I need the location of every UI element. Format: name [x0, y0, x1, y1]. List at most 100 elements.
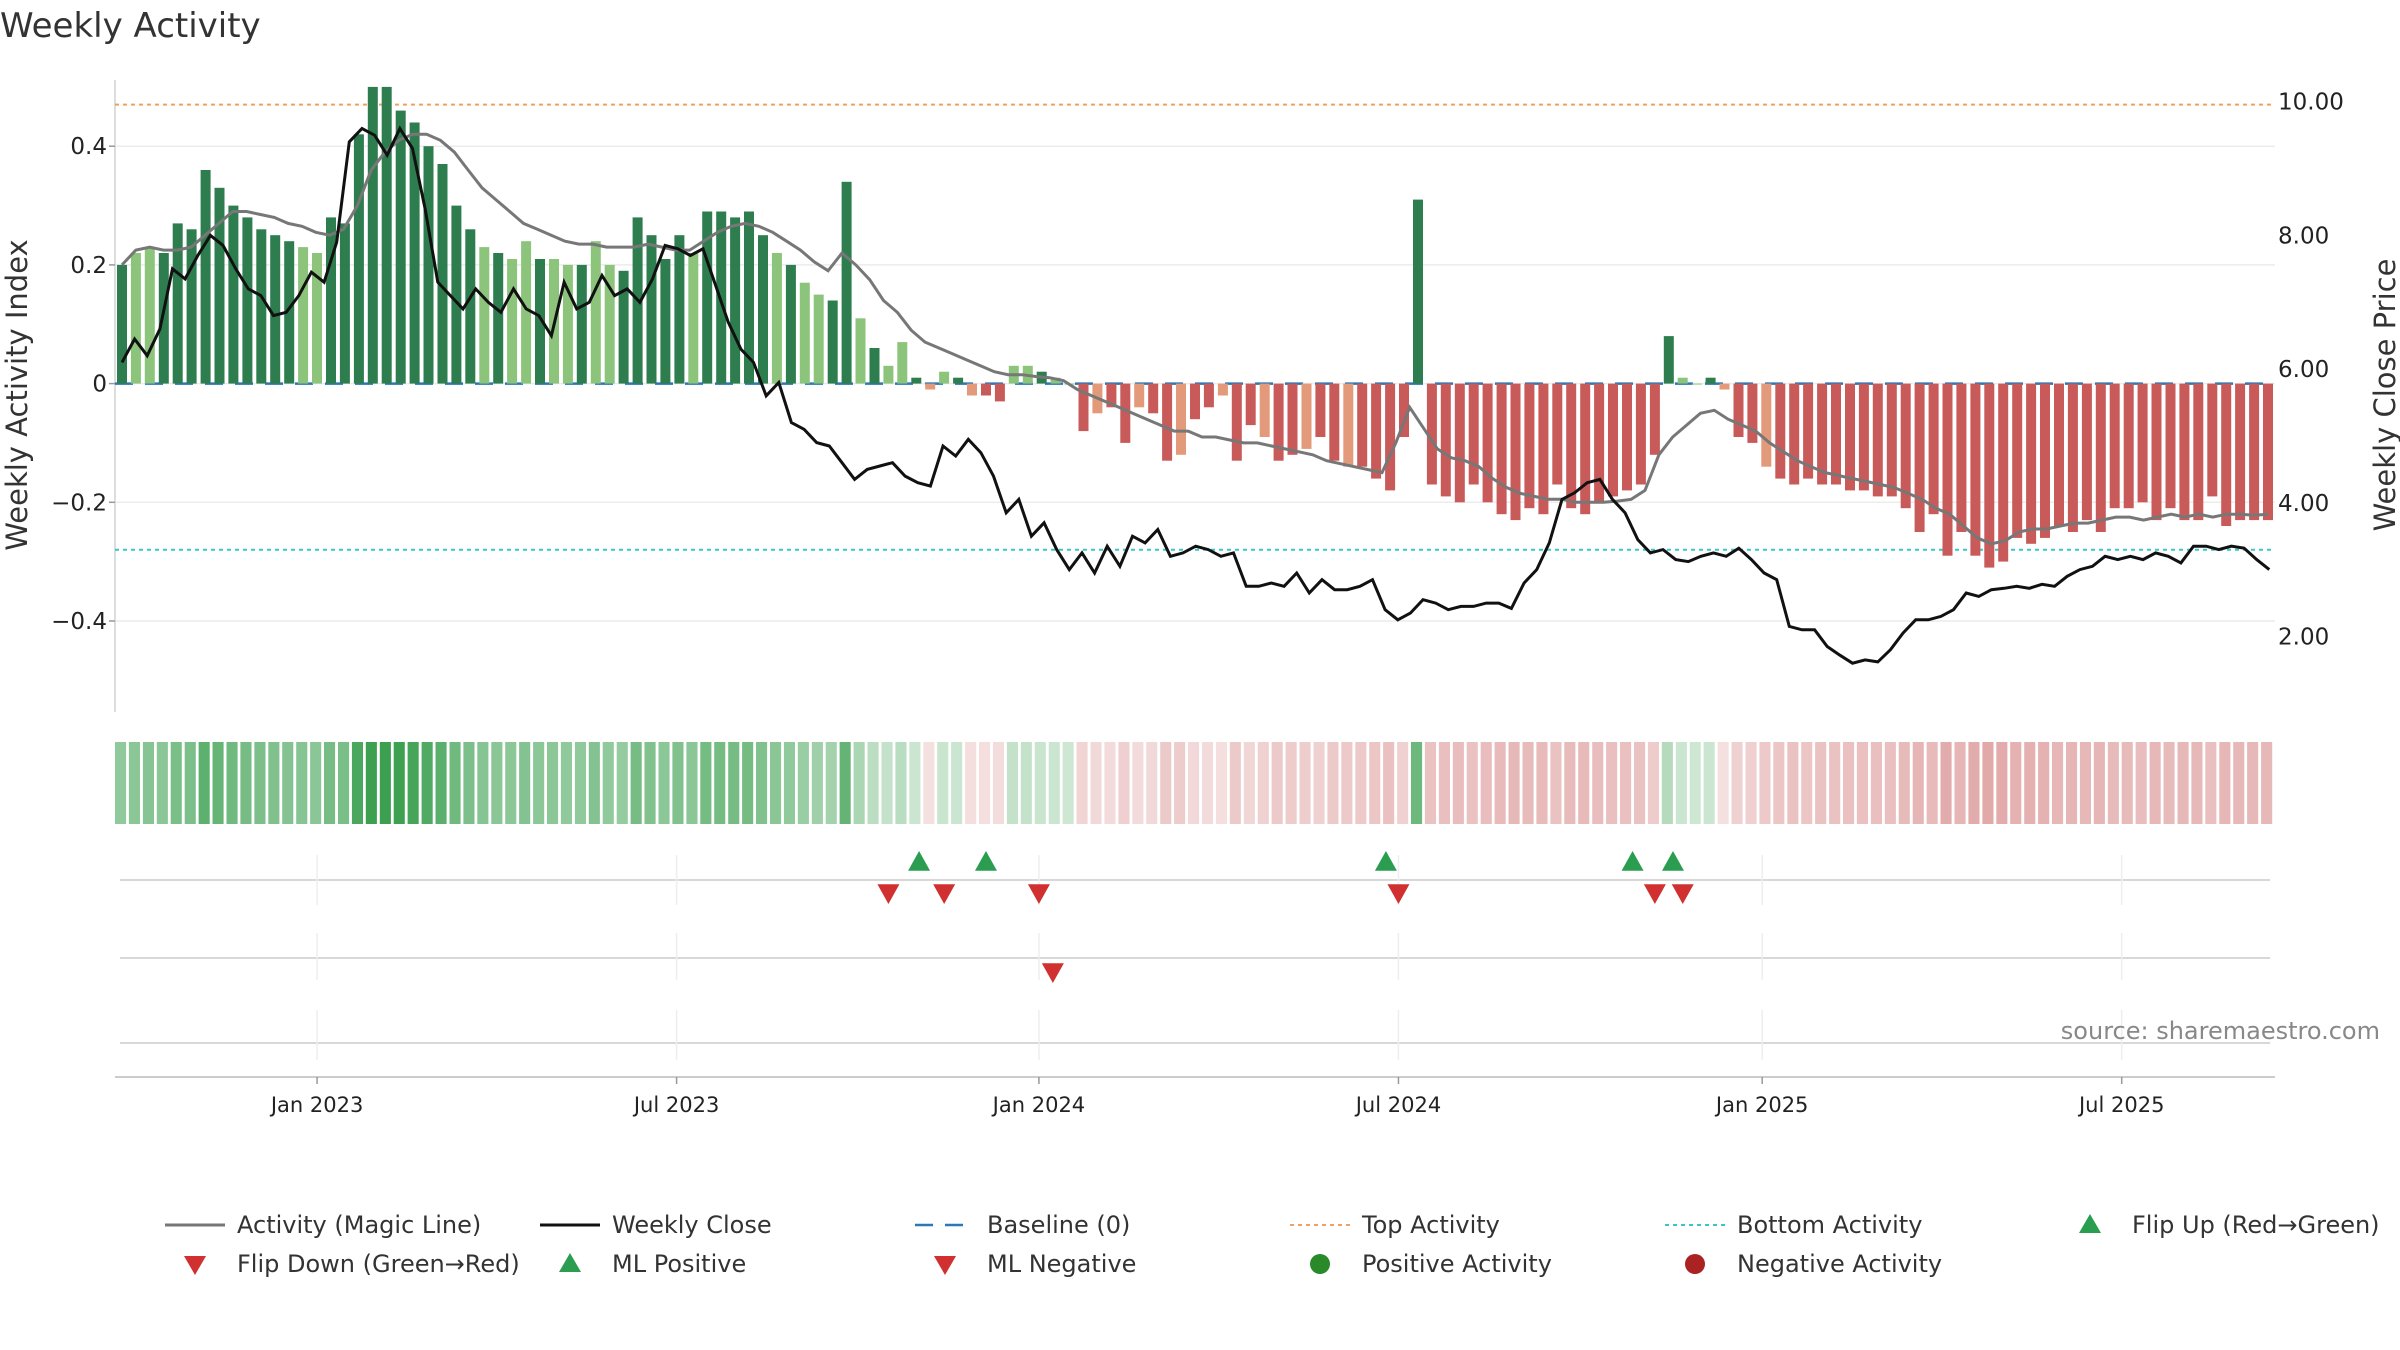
strip-cell [1606, 742, 1618, 824]
activity-bar [1845, 383, 1855, 491]
strip-cell [1174, 742, 1186, 824]
activity-bar [1538, 383, 1549, 515]
source-label: source: sharemaestro.com [2061, 1017, 2380, 1045]
flip-down-marker [1027, 884, 1050, 904]
activity-bar [1970, 383, 1981, 556]
right-tick-label: 6.00 [2278, 357, 2329, 383]
activity-bar [771, 253, 782, 384]
activity-bar [256, 229, 267, 384]
series-lines [120, 125, 2271, 665]
activity-bar [1273, 383, 1284, 461]
strip-cell [560, 742, 572, 824]
strip-cell [672, 742, 684, 824]
flip-up-marker [974, 851, 997, 871]
strip-cell [686, 742, 698, 824]
activity-bar [1482, 383, 1493, 503]
activity-bar [660, 259, 671, 384]
strip-cell [477, 742, 489, 824]
activity-bars [117, 86, 2273, 568]
strip-cell [1160, 742, 1172, 824]
chart-title: Weekly Activity [0, 6, 261, 46]
activity-bar [437, 164, 448, 384]
strip-cell [156, 742, 168, 824]
activity-bar [1245, 383, 1256, 426]
activity-bar [1468, 383, 1479, 485]
activity-heat-strip [115, 742, 2273, 824]
legend-label: ML Negative [987, 1250, 1136, 1278]
strip-cell [1508, 742, 1520, 824]
activity-bar [1775, 383, 1786, 479]
strip-cell [1856, 742, 1868, 824]
strip-cell [1341, 742, 1353, 824]
strip-cell [574, 742, 586, 824]
strip-cell [1982, 742, 1994, 824]
activity-bar [590, 241, 601, 384]
flip-down-marker [877, 884, 900, 904]
activity-bar [1357, 383, 1368, 467]
activity-bar [1817, 383, 1828, 485]
legend-symbol [184, 1256, 206, 1275]
strip-cell [2107, 742, 2119, 824]
strip-cell [867, 742, 879, 824]
strip-cell [2079, 742, 2091, 824]
activity-bar [117, 264, 127, 384]
activity-bar [1705, 377, 1716, 384]
strip-cell [1202, 742, 1214, 824]
activity-bar [1984, 383, 1995, 568]
right-tick-label: 10.00 [2278, 90, 2344, 116]
strip-cell [1620, 742, 1632, 824]
activity-bar [158, 253, 169, 384]
legend-label: Baseline (0) [987, 1211, 1130, 1239]
strip-cell [1536, 742, 1548, 824]
right-axis-label: Weekly Close Price [2368, 259, 2400, 532]
strip-cell [1062, 742, 1074, 824]
strip-cell [379, 742, 391, 824]
activity-bar [1413, 199, 1423, 384]
strip-cell [324, 742, 336, 824]
strip-cell [1926, 742, 1938, 824]
activity-bar [1371, 383, 1382, 479]
activity-bar [284, 241, 295, 384]
activity-bar [2012, 383, 2023, 538]
activity-bar [465, 229, 476, 384]
activity-bar [1747, 383, 1758, 443]
flip-down-marker [933, 884, 956, 904]
left-axis-ticks: 0.4 0.2 0 −0.2 −0.4 [51, 134, 115, 635]
strip-cell [1578, 742, 1590, 824]
activity-bar [521, 241, 532, 384]
activity-bar [1942, 383, 1953, 556]
magic-line-series [120, 132, 2269, 546]
strip-cell [811, 742, 823, 824]
activity-bar [1190, 383, 1200, 420]
flip-down-marker [1387, 884, 1410, 904]
strip-cell [1522, 742, 1534, 824]
activity-bar [1956, 383, 1967, 532]
strip-cell [895, 742, 907, 824]
activity-bar [1566, 383, 1577, 509]
activity-bar [395, 110, 406, 384]
activity-bar [214, 187, 225, 384]
activity-bar [1524, 383, 1535, 509]
strip-cell [1369, 742, 1381, 824]
activity-bar [618, 270, 629, 384]
strip-cell [1661, 742, 1673, 824]
strip-cell [1118, 742, 1130, 824]
strip-cell [881, 742, 893, 824]
strip-cell [1299, 742, 1311, 824]
strip-cell [393, 742, 405, 824]
left-tick-label: 0.4 [70, 134, 107, 160]
strip-cell [1452, 742, 1464, 824]
legend: Activity (Magic Line) Weekly Close Baselin… [165, 1211, 2380, 1278]
activity-bar [1649, 383, 1660, 455]
strip-cell [1313, 742, 1325, 824]
strip-cell [1647, 742, 1659, 824]
strip-cell [254, 742, 266, 824]
strip-cell [226, 742, 238, 824]
strip-cell [1355, 742, 1367, 824]
x-tick-label: Jan 2025 [1714, 1093, 1809, 1117]
strip-cell [351, 742, 363, 824]
left-tick-label: −0.2 [51, 490, 107, 516]
activity-bar [381, 86, 392, 384]
strip-cell [1592, 742, 1604, 824]
strip-cell [825, 742, 837, 824]
